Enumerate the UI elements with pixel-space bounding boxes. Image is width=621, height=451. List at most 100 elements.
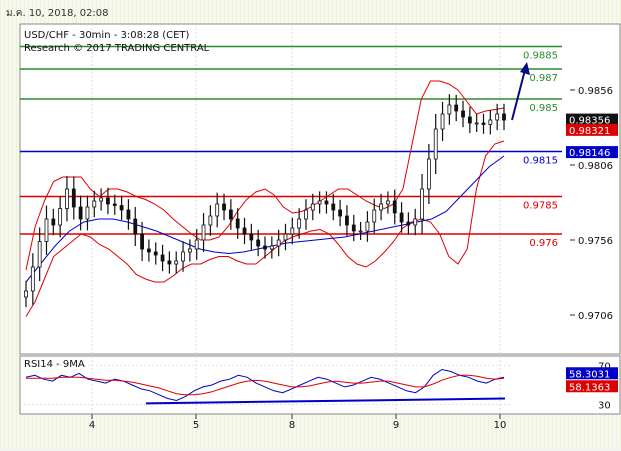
rsi-label: RSI14 - 9MA [24, 359, 85, 370]
rsi-ma-line [26, 374, 505, 396]
candle-up [201, 224, 206, 241]
arrow-shaft [511, 65, 527, 121]
candle-down [351, 224, 356, 232]
level-label-support: 0.9785 [523, 201, 558, 212]
candle-down [256, 239, 261, 247]
candle-up [440, 113, 445, 130]
level-label-resistance: 0.987 [529, 73, 558, 84]
rsi-axis-ticks: 70 30 [598, 362, 611, 412]
candle-down [133, 218, 138, 235]
y-tick-label: 0.9756 [578, 236, 613, 247]
y-tick-label: 0.9856 [578, 86, 613, 97]
candle-up [215, 203, 220, 217]
rsi-tag-rsi [566, 367, 618, 380]
candle-down [467, 116, 472, 124]
candle-down [222, 203, 226, 211]
candle-down [324, 200, 329, 205]
candle-up [65, 188, 69, 209]
rsi-trendline-line [145, 397, 506, 405]
candle-down [160, 254, 165, 262]
candle-up [304, 209, 308, 220]
price-tag-label: 0.98356 [569, 116, 610, 127]
time-axis-ticks: 4 5 8 9 10 [89, 414, 507, 431]
rsi-value-tags: 58.3031 58.1363 [566, 367, 618, 393]
candle-up [413, 218, 418, 226]
candle-down [140, 233, 144, 250]
price-tag-label: 0.98146 [569, 148, 610, 159]
candle-up [433, 128, 438, 160]
candle-up [474, 122, 479, 125]
x-tick-label: 5 [193, 420, 199, 431]
candle-down [112, 203, 117, 206]
y-tick-label: 0.9706 [578, 311, 613, 322]
candle-down [235, 218, 240, 229]
candle-down [331, 203, 336, 211]
candle-down [126, 209, 131, 220]
x-tick-label: 9 [393, 420, 399, 431]
candle-up [447, 104, 452, 115]
candle-down [228, 209, 233, 220]
candle-up [365, 221, 370, 232]
level-label-support: 0.976 [529, 238, 558, 249]
candle-down [167, 260, 172, 265]
candle-down [481, 122, 486, 125]
target-arrow [511, 62, 530, 121]
instrument-title: USD/CHF - 30min - 3:08:28 (CET) [24, 30, 190, 41]
candle-down [119, 205, 124, 211]
rsi-grid [20, 356, 510, 414]
candle-down [338, 209, 343, 217]
rsi-tag-rsi_ma [566, 380, 618, 393]
candle-down [406, 221, 411, 226]
level-label-pivot: 0.9815 [523, 156, 558, 167]
x-tick-label: 10 [494, 420, 507, 431]
bollinger-upper-line [25, 80, 505, 271]
level-label-resistance: 0.9885 [523, 51, 558, 62]
rsi-tick-label: 70 [598, 362, 611, 373]
candle-up [37, 241, 42, 268]
candle-up [358, 230, 363, 233]
candle-down [242, 227, 247, 235]
arrow-head [520, 62, 530, 75]
candle-down [71, 188, 76, 208]
candle-down [345, 215, 349, 226]
x-tick-label: 4 [89, 420, 95, 431]
candle-up [194, 239, 199, 250]
candle-up [24, 290, 28, 298]
copyright-text: Research © 2017 TRADING CENTRAL [24, 43, 210, 54]
level-label-resistance: 0.985 [529, 103, 558, 114]
price-tag-red [566, 123, 618, 136]
candle-up [174, 260, 179, 265]
rsi-lines [25, 368, 505, 402]
candle-up [85, 206, 90, 220]
candle-down [502, 113, 506, 121]
candle-down [263, 245, 267, 250]
candle-up [276, 239, 281, 247]
candle-up [181, 251, 185, 262]
candle-up [495, 113, 500, 121]
candle-up [372, 209, 377, 223]
price-grid [91, 24, 501, 354]
rsi-tag-label: 58.1363 [569, 382, 610, 393]
price-panel [19, 23, 621, 355]
candle-down [153, 251, 158, 256]
price-tag-blue [566, 146, 618, 159]
candle-up [269, 245, 274, 250]
candle-up [92, 200, 97, 208]
candle-down [106, 197, 110, 205]
candle-up [208, 215, 213, 226]
rsi-panel [19, 355, 621, 415]
price-tag-last [566, 113, 618, 126]
candle-up [386, 200, 390, 205]
rsi-tick-label: 30 [598, 400, 611, 411]
candle-up [310, 203, 315, 211]
candle-up [488, 119, 493, 125]
candle-up [283, 233, 288, 241]
candle-up [58, 208, 63, 226]
candle-up [379, 203, 383, 211]
candle-up [426, 158, 431, 190]
candle-down [147, 248, 151, 253]
candle-up [187, 248, 192, 253]
